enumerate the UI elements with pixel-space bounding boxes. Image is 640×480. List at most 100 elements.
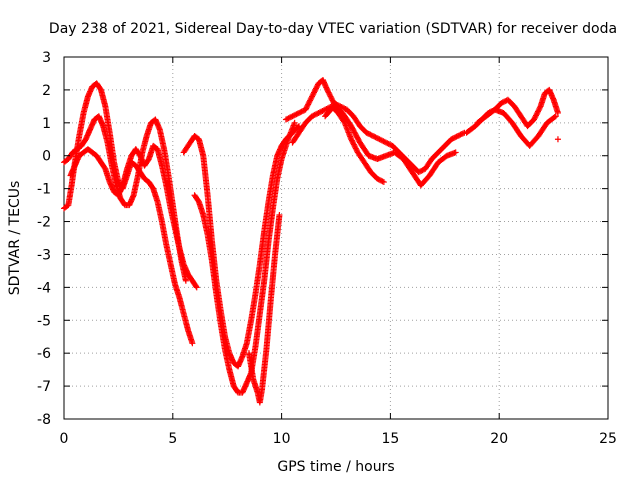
y-tick-label: -3 <box>37 247 51 263</box>
data-point <box>531 115 538 122</box>
data-point <box>554 109 561 116</box>
data-point <box>458 131 465 138</box>
data-point <box>498 100 505 107</box>
data-point <box>296 109 303 116</box>
data-point <box>289 113 296 120</box>
data-point <box>380 138 387 145</box>
data-point <box>310 112 317 119</box>
data-point <box>383 139 390 146</box>
data-point <box>309 113 316 120</box>
data-point <box>295 124 302 131</box>
data-point <box>536 105 543 112</box>
data-point <box>376 177 383 184</box>
data-point <box>306 98 313 105</box>
data-point <box>312 86 319 93</box>
data-point <box>302 106 309 113</box>
data-point <box>324 88 331 95</box>
data-point <box>375 176 382 183</box>
data-point <box>374 175 381 182</box>
grid <box>64 57 608 419</box>
data-point <box>326 92 333 99</box>
data-point <box>385 140 392 147</box>
data-point <box>534 109 541 116</box>
data-point <box>304 102 311 109</box>
data-point <box>193 283 200 290</box>
data-point <box>349 138 356 145</box>
data-point <box>416 168 423 175</box>
data-point <box>309 93 316 100</box>
data-point <box>309 92 316 99</box>
x-tick-label: 15 <box>381 431 399 447</box>
data-point <box>456 132 463 139</box>
data-point <box>307 96 314 103</box>
data-point <box>454 132 461 139</box>
data-point <box>418 167 425 174</box>
data-point <box>189 340 196 347</box>
data-point <box>460 130 467 137</box>
data-point <box>319 107 326 114</box>
data-point <box>352 145 359 152</box>
data-point <box>372 134 379 141</box>
data-points <box>61 77 561 406</box>
data-point <box>350 140 357 147</box>
data-point <box>554 136 561 143</box>
data-point <box>291 119 298 126</box>
data-point <box>297 109 304 116</box>
data-point <box>350 141 357 148</box>
data-point <box>500 98 507 105</box>
y-tick-label: 2 <box>42 83 51 99</box>
data-point <box>535 107 542 114</box>
data-point <box>384 140 391 147</box>
data-point <box>293 111 300 118</box>
x-tick-label: 10 <box>273 431 291 447</box>
data-point <box>551 114 558 121</box>
data-point <box>307 97 314 104</box>
data-point <box>371 133 378 140</box>
data-point <box>366 131 373 138</box>
y-tick-label: -5 <box>37 313 51 329</box>
y-tick-label: -2 <box>37 215 51 231</box>
y-tick-label: -7 <box>37 379 51 395</box>
y-tick-label: 3 <box>42 50 51 66</box>
data-point <box>448 136 455 143</box>
y-tick-label: -8 <box>37 412 51 428</box>
data-point <box>318 108 325 115</box>
data-point <box>532 112 539 119</box>
data-point <box>348 137 355 144</box>
data-point <box>363 129 370 136</box>
data-point <box>373 134 380 141</box>
data-point <box>303 104 310 111</box>
data-point <box>314 82 321 89</box>
data-point <box>328 96 335 103</box>
data-point <box>316 109 323 116</box>
data-point <box>352 144 359 151</box>
data-point <box>182 277 189 284</box>
data-point <box>452 134 459 141</box>
data-point <box>536 104 543 111</box>
data-point <box>419 167 426 174</box>
data-point <box>308 94 315 101</box>
data-point <box>298 108 305 115</box>
data-point <box>378 177 385 184</box>
data-point <box>348 136 355 143</box>
data-point <box>292 111 299 118</box>
data-point <box>327 93 334 100</box>
data-point <box>314 110 321 117</box>
data-point <box>311 88 318 95</box>
data-point <box>338 104 345 111</box>
data-point <box>533 111 540 118</box>
y-tick-label: -4 <box>37 280 51 296</box>
data-point <box>322 106 329 113</box>
data-point <box>379 137 386 144</box>
y-tick-label: -1 <box>37 182 51 198</box>
plot-frame <box>63 56 609 420</box>
y-tick-label: 0 <box>42 149 51 165</box>
x-tick-label: 20 <box>490 431 508 447</box>
data-point <box>499 99 506 106</box>
data-point <box>294 110 301 117</box>
data-point <box>531 116 538 123</box>
data-point <box>534 108 541 115</box>
y-tick-label: -6 <box>37 346 51 362</box>
data-point <box>276 211 283 218</box>
data-point <box>532 113 539 120</box>
